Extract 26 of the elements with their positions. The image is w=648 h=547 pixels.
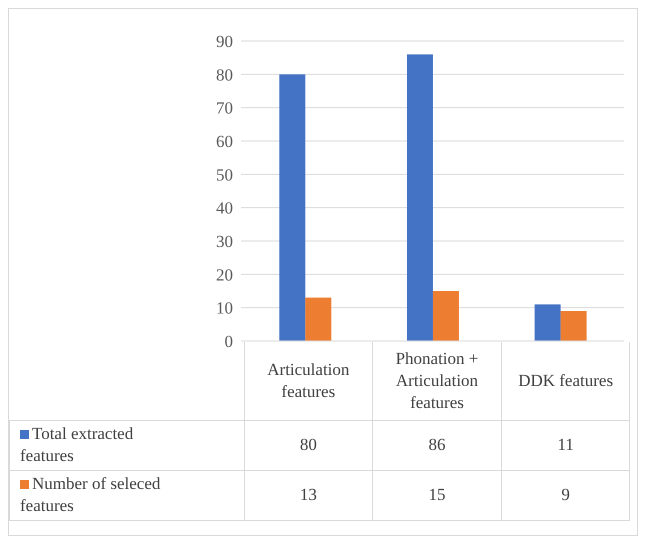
- bar: [534, 304, 561, 341]
- data-label: 11: [501, 420, 630, 470]
- y-tick-label: 0: [224, 332, 233, 352]
- y-tick-label: 50: [216, 165, 233, 184]
- legend-label: Total extracted features: [10, 420, 244, 470]
- bar: [406, 54, 433, 341]
- y-tick-label: 10: [216, 298, 233, 318]
- y-tick-label: 90: [216, 32, 233, 52]
- data-label: 86: [372, 420, 502, 470]
- bar: [560, 311, 587, 341]
- bar: [305, 298, 332, 341]
- data-label: 13: [244, 470, 373, 520]
- x-tick-label: Phonation + Articulation features: [372, 342, 502, 420]
- x-tick-label: Articulation features: [244, 342, 373, 420]
- y-tick-label: 40: [216, 198, 233, 218]
- y-tick-label: 60: [216, 132, 233, 152]
- bar: [279, 74, 306, 341]
- y-tick-label: 20: [216, 265, 233, 284]
- x-tick-label: DDK features: [501, 342, 630, 420]
- y-tick-label: 80: [216, 65, 233, 84]
- y-tick-label: 70: [216, 98, 233, 118]
- legend-label: Number of seleced features: [10, 470, 244, 520]
- data-label: 9: [501, 470, 630, 520]
- bar: [432, 291, 459, 341]
- data-label: 15: [372, 470, 502, 520]
- y-tick-label: 30: [216, 232, 233, 252]
